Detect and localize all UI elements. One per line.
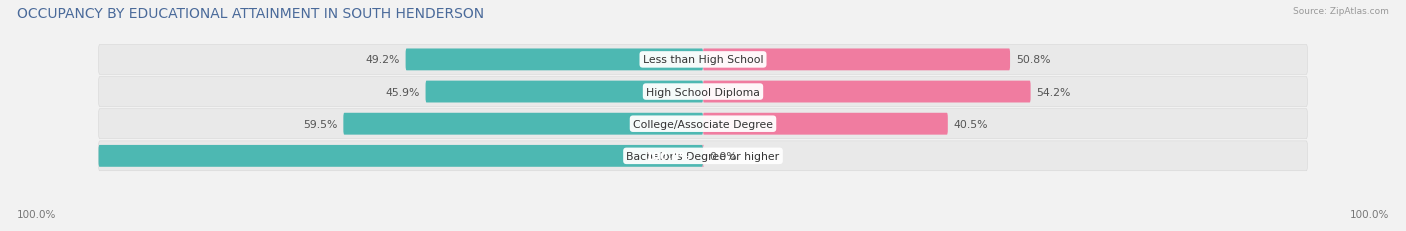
FancyBboxPatch shape xyxy=(703,113,948,135)
FancyBboxPatch shape xyxy=(98,77,1308,107)
FancyBboxPatch shape xyxy=(98,109,1308,139)
FancyBboxPatch shape xyxy=(426,81,703,103)
Text: High School Diploma: High School Diploma xyxy=(647,87,759,97)
Text: Bachelor's Degree or higher: Bachelor's Degree or higher xyxy=(627,151,779,161)
Text: College/Associate Degree: College/Associate Degree xyxy=(633,119,773,129)
FancyBboxPatch shape xyxy=(703,49,1010,71)
FancyBboxPatch shape xyxy=(98,141,1308,171)
Text: 59.5%: 59.5% xyxy=(302,119,337,129)
Text: 0.0%: 0.0% xyxy=(709,151,737,161)
Text: 100.0%: 100.0% xyxy=(17,210,56,219)
Text: 45.9%: 45.9% xyxy=(385,87,419,97)
Text: OCCUPANCY BY EDUCATIONAL ATTAINMENT IN SOUTH HENDERSON: OCCUPANCY BY EDUCATIONAL ATTAINMENT IN S… xyxy=(17,7,484,21)
Text: Source: ZipAtlas.com: Source: ZipAtlas.com xyxy=(1294,7,1389,16)
Text: Less than High School: Less than High School xyxy=(643,55,763,65)
FancyBboxPatch shape xyxy=(702,145,704,167)
Text: 50.8%: 50.8% xyxy=(1017,55,1050,65)
FancyBboxPatch shape xyxy=(405,49,703,71)
FancyBboxPatch shape xyxy=(98,45,1308,75)
Text: 40.5%: 40.5% xyxy=(953,119,988,129)
Text: 100.0%: 100.0% xyxy=(1350,210,1389,219)
FancyBboxPatch shape xyxy=(703,81,1031,103)
Text: 49.2%: 49.2% xyxy=(366,55,399,65)
FancyBboxPatch shape xyxy=(343,113,703,135)
Text: 54.2%: 54.2% xyxy=(1036,87,1071,97)
FancyBboxPatch shape xyxy=(98,145,703,167)
Text: 100.0%: 100.0% xyxy=(645,151,690,161)
